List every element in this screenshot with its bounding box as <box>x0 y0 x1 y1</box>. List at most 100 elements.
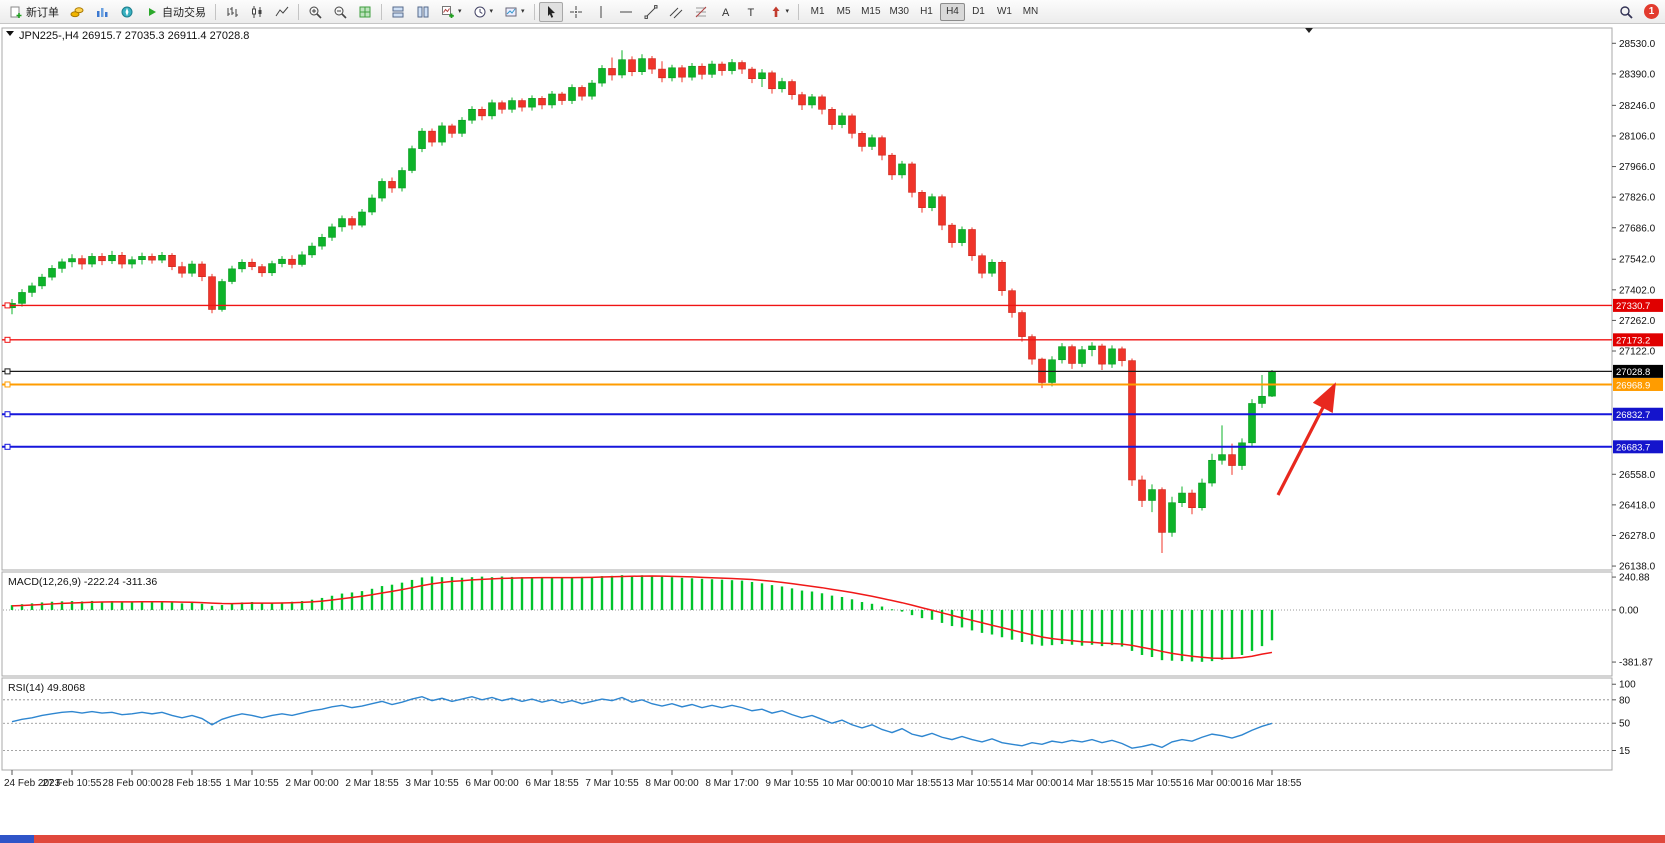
timeframe-button-d1[interactable]: D1 <box>966 3 991 21</box>
fibonacci-tool-button[interactable] <box>689 2 713 22</box>
line-handle[interactable] <box>4 336 11 343</box>
toolbar-separator <box>298 3 299 20</box>
price-axis-label: 28530.0 <box>1619 39 1656 50</box>
crosshair-icon <box>569 5 582 18</box>
time-axis-label: 6 Mar 00:00 <box>465 778 519 789</box>
price-axis-label: 26558.0 <box>1619 470 1656 481</box>
price-tag-26683.7: 26683.7 <box>1613 440 1663 454</box>
line-handle[interactable] <box>4 302 11 309</box>
toolbar-right-group: 1 <box>1614 2 1661 22</box>
time-axis-label: 16 Mar 00:00 <box>1183 778 1242 789</box>
market-watch-button[interactable] <box>65 2 89 22</box>
gold-icon <box>70 6 84 17</box>
trend-arrow-annotation[interactable] <box>1276 382 1336 496</box>
zoom-in-button[interactable] <box>303 2 327 22</box>
crosshair-tool-button[interactable] <box>564 2 588 22</box>
rsi-panel[interactable] <box>1 677 1613 771</box>
timeframe-button-m15[interactable]: M15 <box>857 3 884 21</box>
vertical-line-icon <box>600 5 602 18</box>
line-handle[interactable] <box>4 443 11 450</box>
line-chart-mode-button[interactable] <box>270 2 294 22</box>
time-axis-label: 28 Feb 18:55 <box>163 778 222 789</box>
price-axis-label: 26138.0 <box>1619 562 1656 573</box>
time-axis-label: 14 Mar 00:00 <box>1003 778 1062 789</box>
line-handle[interactable] <box>4 381 11 388</box>
grid-button[interactable] <box>353 2 377 22</box>
time-axis-label: 28 Feb 00:00 <box>103 778 162 789</box>
horizontal-line-tool-button[interactable] <box>614 2 638 22</box>
candlestick-mode-button[interactable] <box>245 2 269 22</box>
price-axis-label: 27542.0 <box>1619 255 1656 266</box>
macd-label: MACD(12,26,9) -222.24 -311.36 <box>8 576 157 588</box>
macd-panel[interactable] <box>1 571 1613 677</box>
price-axis-label: 27966.0 <box>1619 162 1656 173</box>
auto-trading-button[interactable]: 自动交易 <box>140 2 211 22</box>
timeframe-button-h4[interactable]: H4 <box>939 2 965 21</box>
indicator-axes: 240.88 0.00 -381.87 100 80 50 15 <box>1612 573 1653 757</box>
zoom-in-icon <box>309 6 322 19</box>
zoom-out-icon <box>334 6 347 19</box>
timeframe-button-m5[interactable]: M5 <box>831 3 856 21</box>
timeframe-button-h1[interactable]: H1 <box>914 3 939 21</box>
cursor-icon <box>547 5 555 18</box>
add-indicator-button[interactable]: ▾ <box>436 2 467 22</box>
line-handle[interactable] <box>4 368 11 375</box>
template-button[interactable]: ▾ <box>499 2 530 22</box>
tile-vertical-icon <box>417 6 429 17</box>
notification-badge[interactable]: 1 <box>1644 4 1659 19</box>
cursor-tool-button[interactable] <box>538 1 563 22</box>
timeframe-button-m30[interactable]: M30 <box>886 3 913 21</box>
price-tag-27028.8: 27028.8 <box>1613 364 1663 378</box>
time-axis-label: 13 Mar 10:55 <box>943 778 1002 789</box>
price-panel[interactable] <box>1 27 1613 571</box>
chart-nav-arrow-icon[interactable] <box>1305 28 1313 33</box>
search-button[interactable] <box>1614 2 1638 22</box>
bottom-taskbar-blue-segment <box>0 835 34 843</box>
price-axis-label: 27826.0 <box>1619 193 1656 204</box>
search-icon <box>1620 5 1633 19</box>
symbol-dropdown-icon[interactable] <box>6 31 14 36</box>
line-handle[interactable] <box>4 411 11 418</box>
bottom-taskbar-strip <box>0 835 1665 843</box>
price-axis-label: 28106.0 <box>1619 131 1656 142</box>
timeframe-group: M1 M5 M15 M30 H1 H4 D1 W1 MN <box>805 2 1043 21</box>
charts-button[interactable] <box>90 2 114 22</box>
chart-canvas[interactable]: 28530.0 28390.0 28246.0 28106.0 27966.0 27826… <box>0 24 1665 835</box>
vertical-line-tool-button[interactable] <box>589 2 613 22</box>
tile-windows-v-button[interactable] <box>411 2 435 22</box>
price-tag-label: 27173.2 <box>1616 336 1650 347</box>
new-order-button[interactable]: 新订单 <box>4 2 64 22</box>
clock-icon <box>474 6 486 17</box>
timeframe-button-mn[interactable]: MN <box>1018 3 1043 21</box>
time-axis-label: 2 Mar 00:00 <box>285 778 339 789</box>
period-button[interactable]: ▾ <box>468 2 499 22</box>
main-toolbar: 新订单 自动交易 ▾ ▾ <box>0 0 1665 24</box>
text-tool-button[interactable]: A <box>714 2 738 22</box>
navigator-button[interactable] <box>115 2 139 22</box>
timeframe-button-w1[interactable]: W1 <box>992 3 1017 21</box>
trendline-tool-button[interactable] <box>639 2 663 22</box>
arrows-tool-button[interactable]: ▾ <box>764 2 795 22</box>
new-order-label: 新订单 <box>26 6 59 19</box>
timeframe-button-m1[interactable]: M1 <box>805 3 830 21</box>
bar-chart-mode-button[interactable] <box>220 2 244 22</box>
time-axis-label: 14 Mar 18:55 <box>1063 778 1122 789</box>
label-tool-button[interactable]: T <box>739 2 763 22</box>
chevron-down-icon: ▾ <box>489 8 494 15</box>
time-axis-label: 10 Mar 00:00 <box>823 778 882 789</box>
label-icon: T <box>747 7 754 19</box>
price-axis-label: 27262.0 <box>1619 316 1656 327</box>
zoom-out-button[interactable] <box>328 2 352 22</box>
new-order-icon <box>10 6 22 18</box>
time-axis-label: 15 Mar 10:55 <box>1123 778 1182 789</box>
channel-tool-button[interactable] <box>664 2 688 22</box>
price-axis-label: 28246.0 <box>1619 101 1656 112</box>
price-tag-label: 27330.7 <box>1616 301 1650 312</box>
tile-windows-h-button[interactable] <box>386 2 410 22</box>
fibonacci-icon <box>695 6 706 17</box>
template-icon <box>505 7 517 16</box>
price-axis: 28530.0 28390.0 28246.0 28106.0 27966.0 27826… <box>1612 39 1656 573</box>
chevron-down-icon: ▾ <box>521 8 525 15</box>
price-axis-label: 27686.0 <box>1619 223 1656 234</box>
